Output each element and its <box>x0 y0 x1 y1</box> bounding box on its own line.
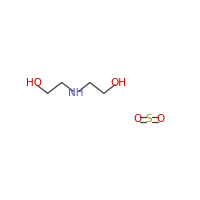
Text: O: O <box>156 114 165 124</box>
Text: OH: OH <box>110 78 126 88</box>
Text: S: S <box>146 114 152 124</box>
Text: HO: HO <box>26 78 42 88</box>
Text: O: O <box>133 114 142 124</box>
Text: NH: NH <box>68 88 84 98</box>
